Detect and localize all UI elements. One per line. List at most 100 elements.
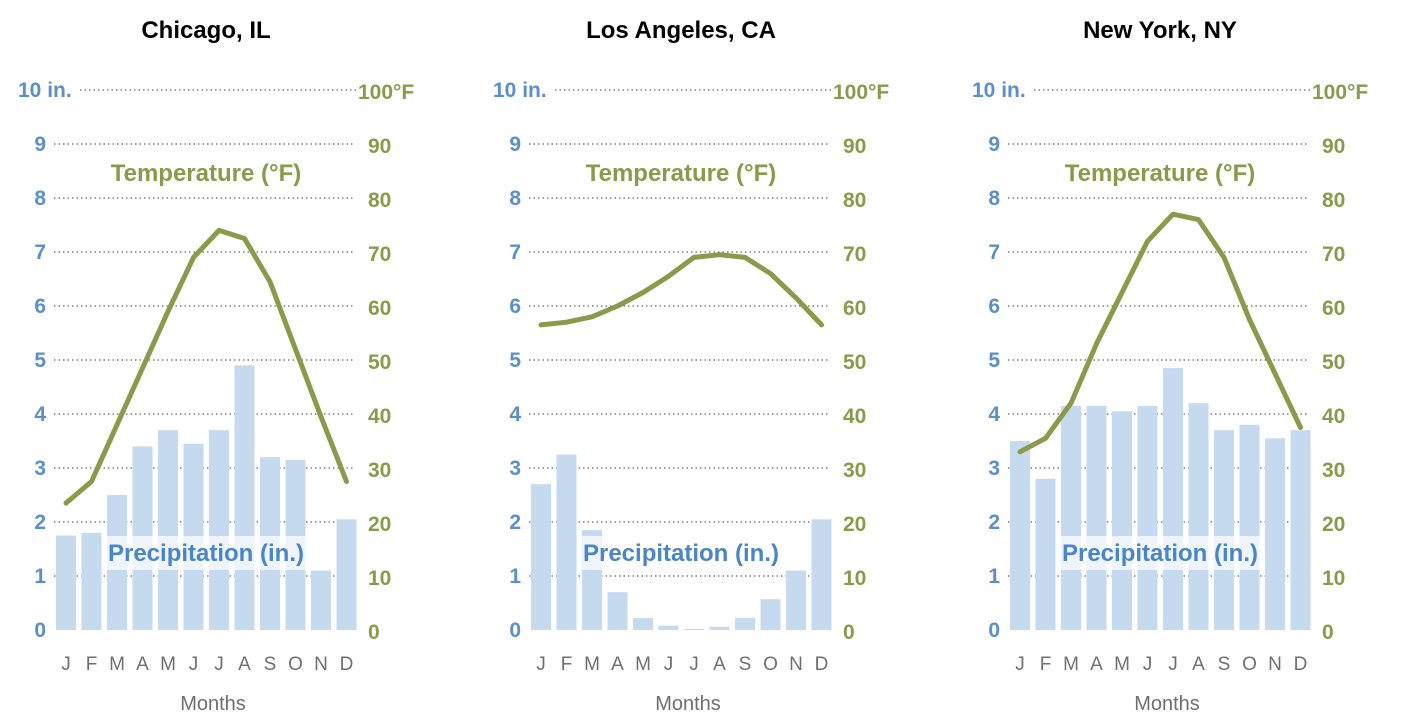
x-axis-label: Months [180,693,246,715]
x-axis-tick: D [340,654,354,675]
left-axis-tick: 0 [509,619,521,642]
precipitation-bar [158,430,178,630]
x-axis-tick: J [689,654,699,675]
precipitation-label: Precipitation (in.) [108,540,304,567]
right-axis-tick: 10 [1322,567,1345,590]
left-axis-tick: 1 [988,565,1000,588]
left-axis-tick: 9 [509,133,521,156]
precipitation-bar [234,365,255,630]
precipitation-bar [633,618,653,630]
left-axis-tick: 7 [988,241,1000,264]
right-axis-tick: 100°F [1312,81,1368,104]
x-axis-tick: J [61,654,71,675]
left-axis-tick: 5 [509,349,521,372]
left-axis-tick: 8 [509,187,521,210]
left-axis-tick: 4 [988,403,1000,426]
chart-title: Los Angeles, CA [586,17,776,44]
x-axis-tick: F [86,654,98,675]
x-axis-tick: M [109,654,125,675]
precipitation-bar [607,592,628,630]
precipitation-label: Precipitation (in.) [583,540,779,567]
temperature-label: Temperature (°F) [586,160,777,187]
x-axis-tick: N [314,654,328,675]
x-axis-tick: N [1268,654,1282,675]
left-axis-tick: 0 [34,619,46,642]
precipitation-bar [1265,438,1285,630]
x-axis-label: Months [655,693,721,715]
left-axis-tick: 6 [509,295,521,318]
left-axis-tick: 0 [988,619,1000,642]
left-axis-tick: 10 in. [972,79,1026,102]
left-axis-tick: 7 [509,241,521,264]
x-axis-tick: D [815,654,829,675]
right-axis-tick: 60 [368,297,391,320]
x-axis-tick: A [1192,654,1205,675]
right-axis-tick: 90 [368,135,391,158]
chart-title: Chicago, IL [141,17,270,44]
right-axis-tick: 60 [843,297,866,320]
right-axis-tick: 10 [368,567,391,590]
x-axis-tick: J [214,654,224,675]
x-axis-tick: A [238,654,251,675]
right-axis-tick: 70 [1322,243,1345,266]
precipitation-label-bg [106,536,306,570]
x-axis-tick: N [789,654,803,675]
precipitation-bar [56,535,76,630]
left-axis-tick: 4 [509,403,521,426]
right-axis-tick: 20 [1322,513,1345,536]
left-axis-tick: 2 [509,511,521,534]
temperature-line [63,227,349,506]
precipitation-bar [311,570,331,630]
precipitation-bar [1035,478,1056,630]
precipitation-label-bg [581,536,781,570]
precipitation-label-bg [1060,536,1260,570]
left-axis-tick: 2 [34,511,46,534]
right-axis-tick: 30 [368,459,391,482]
x-axis-tick: J [664,654,674,675]
x-axis-tick: A [136,654,149,675]
right-axis-tick: 20 [368,513,391,536]
left-axis-tick: 1 [509,565,521,588]
precipitation-bar [1188,403,1209,630]
left-axis-tick: 4 [34,403,46,426]
chart-title: New York, NY [1083,17,1237,44]
x-axis-tick: J [1168,654,1178,675]
left-axis-tick: 2 [988,511,1000,534]
x-axis-tick: M [1063,654,1079,675]
left-axis-tick: 5 [988,349,1000,372]
left-axis-tick: 5 [34,349,46,372]
left-axis-tick: 10 in. [18,79,72,102]
right-axis-tick: 40 [1322,405,1345,428]
left-axis-tick: 3 [988,457,1000,480]
left-axis-tick: 9 [988,133,1000,156]
precipitation-bar [1086,405,1107,630]
left-axis-tick: 3 [509,457,521,480]
x-axis-tick: A [713,654,726,675]
left-axis-tick: 6 [988,295,1000,318]
precipitation-bar [1290,430,1311,630]
right-axis-tick: 90 [1322,135,1345,158]
x-axis-tick: A [1090,654,1103,675]
right-axis-tick: 30 [1322,459,1345,482]
x-axis-tick: D [1294,654,1308,675]
x-axis-tick: M [1114,654,1130,675]
temperature-line [1017,211,1303,455]
x-axis-tick: S [1218,654,1231,675]
precipitation-bar [1163,368,1183,630]
precipitation-bar [1239,424,1260,630]
right-axis-tick: 50 [368,351,391,374]
x-axis-tick: A [611,654,624,675]
precipitation-bar [735,618,755,630]
right-axis-tick: 10 [843,567,866,590]
temperature-label: Temperature (°F) [1065,160,1256,187]
right-axis-tick: 70 [368,243,391,266]
left-axis-tick: 6 [34,295,46,318]
x-axis-label: Months [1134,693,1200,715]
right-axis-tick: 80 [1322,189,1345,212]
x-axis-tick: M [584,654,600,675]
precipitation-label: Precipitation (in.) [1062,540,1258,567]
temperature-line [538,252,824,328]
right-axis-tick: 80 [368,189,391,212]
left-axis-tick: 8 [34,187,46,210]
